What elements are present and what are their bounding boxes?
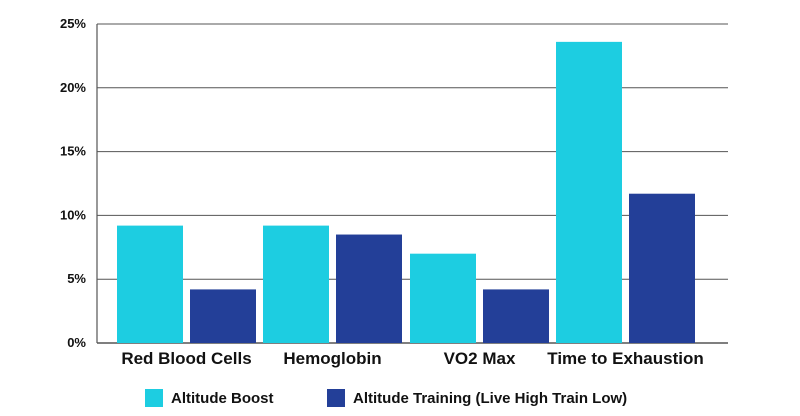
bar-altitude-boost-2 — [410, 253, 476, 343]
grid-lines — [96, 23, 728, 344]
bar-chart: 0% 5% 10% 15% 20% 25% Red Blood Cells Hemoglob… — [60, 16, 728, 368]
bar-altitude-boost-1 — [263, 225, 329, 343]
legend-label-altitude-training: Altitude Training (Live High Train Low) — [353, 389, 628, 407]
bar-altitude-training-1 — [336, 234, 402, 343]
legend-item-altitude-training: Altitude Training (Live High Train Low) — [327, 389, 627, 407]
y-tick-label: 5% — [67, 271, 86, 286]
legend-label-altitude-boost: Altitude Boost — [171, 389, 274, 407]
y-tick-label: 0% — [67, 335, 86, 350]
bar-altitude-training-2 — [483, 289, 549, 343]
y-axis-ticks: 0% 5% 10% 15% 20% 25% — [60, 16, 86, 350]
legend: Altitude Boost Altitude Training (Live H… — [0, 389, 800, 413]
x-category-label: Hemoglobin — [283, 349, 381, 368]
legend-swatch-altitude-training — [327, 389, 345, 407]
bar-altitude-boost-0 — [117, 225, 183, 343]
y-tick-label: 15% — [60, 144, 86, 159]
x-axis-categories: Red Blood Cells Hemoglobin VO2 Max Time to … — [121, 349, 703, 368]
x-category-label: Red Blood Cells — [121, 349, 251, 368]
bar-altitude-training-3 — [629, 193, 695, 343]
legend-swatch-altitude-boost — [145, 389, 163, 407]
x-category-label: Time to Exhaustion — [547, 349, 704, 368]
legend-item-altitude-boost: Altitude Boost — [145, 389, 274, 407]
bar-altitude-boost-3 — [556, 41, 622, 343]
bar-altitude-training-0 — [190, 289, 256, 343]
y-tick-label: 20% — [60, 80, 86, 95]
bars — [117, 41, 695, 343]
y-tick-label: 10% — [60, 207, 86, 222]
y-tick-label: 25% — [60, 16, 86, 31]
x-category-label: VO2 Max — [444, 349, 516, 368]
